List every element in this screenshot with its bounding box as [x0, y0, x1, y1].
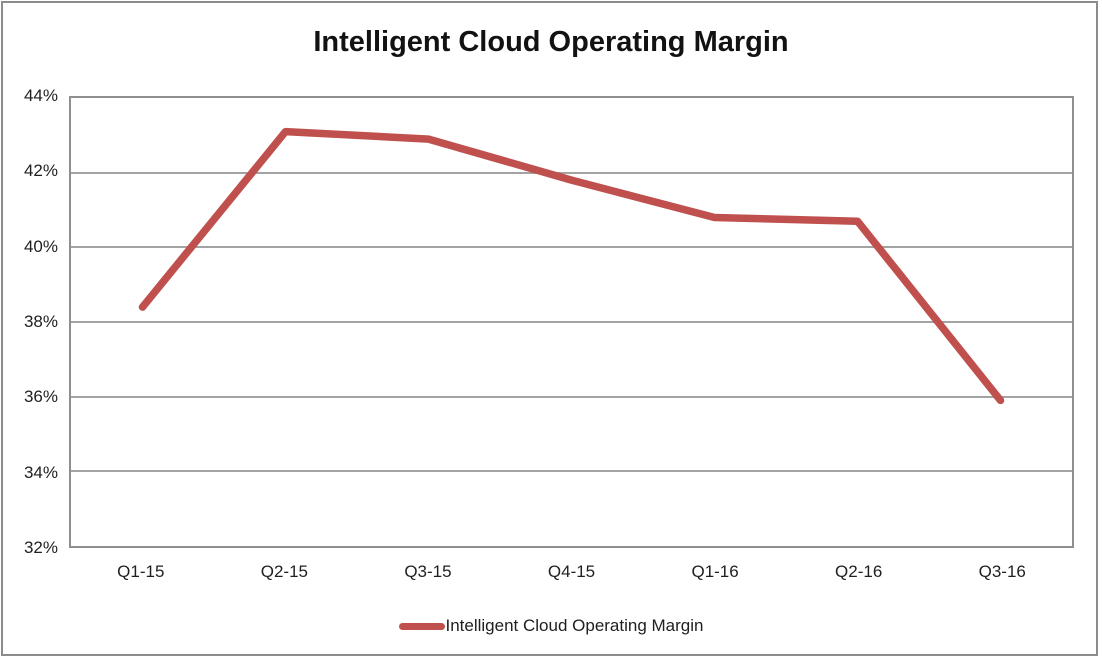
x-axis-label: Q2-16: [835, 562, 883, 581]
gridline: [71, 470, 1072, 473]
legend-label: Intelligent Cloud Operating Margin: [445, 616, 704, 635]
x-axis-label: Q3-15: [404, 562, 452, 581]
gridline: [71, 171, 1072, 174]
series-line: [138, 127, 1005, 405]
series-svg: [138, 127, 1005, 405]
plot-area: [69, 96, 1074, 548]
legend-marker-line: [398, 622, 445, 630]
legend: Intelligent Cloud Operating Margin: [0, 613, 1102, 639]
x-axis-label: Q4-15: [547, 562, 596, 581]
y-axis-label: 38%: [23, 312, 58, 331]
x-axis: Q1-15 Q2-15 Q3-15 Q4-15 Q1-16 Q2-16 Q3-16: [69, 562, 1074, 582]
y-axis: 44% 42% 40% 38% 36% 34% 32%: [0, 0, 58, 663]
x-axis-label: Q3-16: [978, 562, 1026, 581]
y-axis-label: 32%: [23, 538, 58, 557]
gridline: [71, 395, 1072, 398]
y-axis-label: 42%: [23, 161, 58, 181]
y-axis-label: 34%: [23, 462, 58, 482]
y-axis-label: 40%: [23, 236, 58, 256]
gridline: [71, 321, 1072, 323]
x-axis-label: Q1-15: [117, 562, 165, 581]
gridline: [71, 246, 1072, 249]
y-axis-label: 36%: [23, 387, 58, 407]
chart-title: Intelligent Cloud Operating Margin: [313, 26, 789, 58]
x-axis-label: Q2-15: [260, 562, 308, 581]
y-axis-label: 44%: [23, 86, 58, 105]
x-axis-label: Q1-16: [691, 562, 739, 581]
